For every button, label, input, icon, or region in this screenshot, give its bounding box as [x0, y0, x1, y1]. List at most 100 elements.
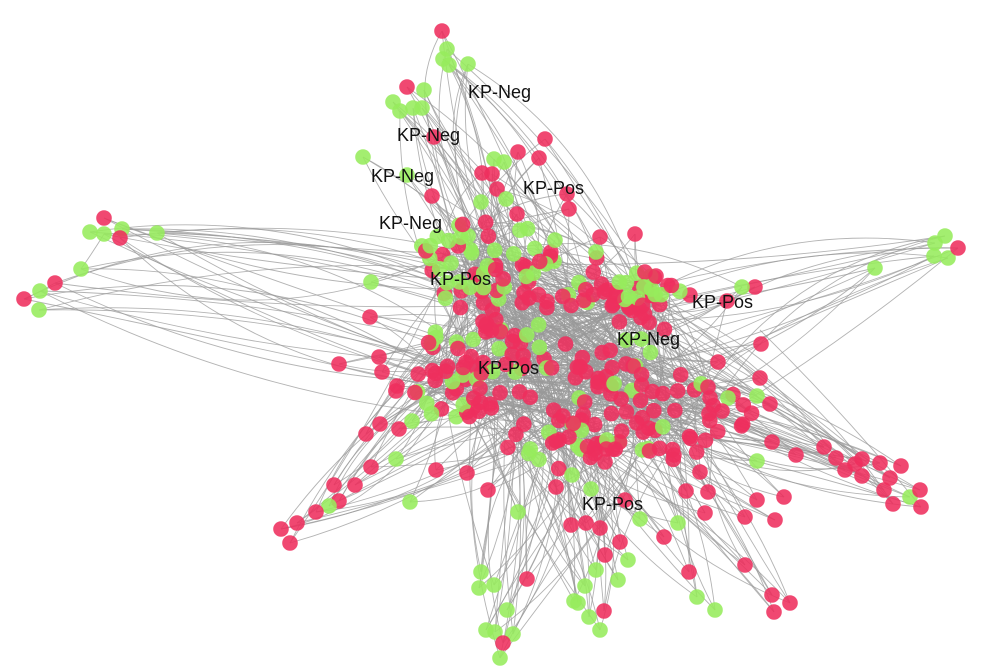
- edge: [480, 431, 534, 573]
- negative-node: [749, 492, 765, 508]
- negative-node: [389, 378, 405, 394]
- negative-node: [561, 429, 577, 445]
- negative-node: [627, 226, 643, 242]
- node-label-kp-neg-5: KP-Neg: [617, 329, 680, 349]
- negative-node: [854, 468, 870, 484]
- negative-node: [531, 150, 547, 166]
- negative-node: [714, 403, 730, 419]
- negative-node: [628, 415, 645, 431]
- edge: [759, 267, 876, 345]
- edge: [365, 287, 488, 435]
- positive-node: [321, 498, 337, 514]
- negative-node: [500, 439, 516, 456]
- negative-node: [16, 291, 32, 307]
- negative-node: [872, 455, 888, 471]
- negative-node: [719, 293, 735, 309]
- positive-node: [531, 451, 547, 468]
- positive-node: [611, 274, 628, 290]
- positive-node: [505, 626, 521, 642]
- negative-node: [509, 206, 525, 222]
- edge: [54, 282, 444, 384]
- negative-node: [681, 564, 697, 580]
- positive-node: [486, 242, 503, 258]
- positive-node: [527, 240, 543, 257]
- negative-node: [592, 229, 608, 245]
- positive-node: [720, 390, 736, 406]
- positive-node: [439, 274, 455, 291]
- positive-node: [440, 232, 457, 249]
- negative-node: [767, 512, 783, 528]
- negative-node: [459, 465, 475, 481]
- negative-node: [506, 327, 523, 344]
- positive-node: [512, 222, 528, 238]
- negative-node: [444, 384, 461, 401]
- negative-node: [816, 439, 832, 455]
- negative-node: [743, 405, 760, 422]
- negative-node: [764, 434, 780, 450]
- negative-node: [363, 459, 379, 475]
- negative-node: [399, 79, 415, 95]
- negative-node: [461, 408, 478, 425]
- edge: [467, 63, 637, 287]
- edge: [685, 411, 785, 498]
- negative-node: [603, 405, 620, 422]
- negative-node: [766, 604, 782, 620]
- negative-node: [326, 477, 342, 493]
- positive-node: [588, 244, 604, 260]
- node-layer: [16, 23, 966, 666]
- edge: [494, 285, 671, 633]
- edge: [700, 235, 946, 398]
- negative-node: [561, 201, 577, 217]
- negative-node: [492, 385, 508, 401]
- negative-node: [747, 279, 763, 295]
- node-label-kp-neg-2: KP-Neg: [397, 125, 460, 145]
- edge: [759, 329, 922, 508]
- negative-node: [641, 420, 657, 437]
- positive-node: [510, 504, 526, 520]
- positive-node: [653, 286, 670, 303]
- positive-node: [498, 191, 514, 207]
- positive-node: [492, 650, 508, 666]
- edge: [424, 30, 443, 131]
- positive-node: [518, 268, 535, 285]
- negative-node: [847, 456, 863, 472]
- edge: [39, 290, 616, 366]
- edge: [466, 310, 637, 474]
- negative-node: [572, 359, 588, 375]
- positive-node: [31, 302, 47, 318]
- positive-node: [588, 562, 604, 578]
- negative-node: [347, 477, 363, 493]
- negative-node: [515, 347, 531, 364]
- negative-node: [331, 356, 347, 372]
- negative-node: [762, 396, 778, 412]
- negative-node: [374, 364, 390, 380]
- negative-node: [672, 367, 689, 383]
- positive-node: [610, 572, 626, 588]
- negative-node: [913, 499, 929, 515]
- negative-node: [531, 253, 548, 270]
- negative-node: [710, 423, 726, 440]
- positive-node: [363, 274, 379, 290]
- negative-node: [96, 210, 112, 226]
- negative-node: [47, 275, 63, 291]
- positive-node: [149, 225, 165, 241]
- positive-node: [460, 56, 476, 72]
- positive-node: [73, 261, 89, 277]
- negative-node: [543, 360, 560, 376]
- positive-node: [707, 602, 723, 618]
- negative-node: [633, 309, 649, 326]
- negative-node: [596, 284, 613, 300]
- negative-node: [710, 354, 726, 370]
- negative-node: [548, 479, 564, 495]
- positive-node: [451, 274, 468, 290]
- negative-node: [112, 230, 128, 246]
- negative-node: [697, 505, 713, 521]
- negative-node: [912, 482, 928, 498]
- positive-node: [499, 602, 515, 618]
- edge: [699, 449, 791, 604]
- negative-node: [656, 321, 673, 338]
- negative-node: [273, 521, 289, 537]
- positive-node: [617, 332, 634, 348]
- negative-node: [618, 404, 635, 420]
- positive-node: [867, 260, 883, 276]
